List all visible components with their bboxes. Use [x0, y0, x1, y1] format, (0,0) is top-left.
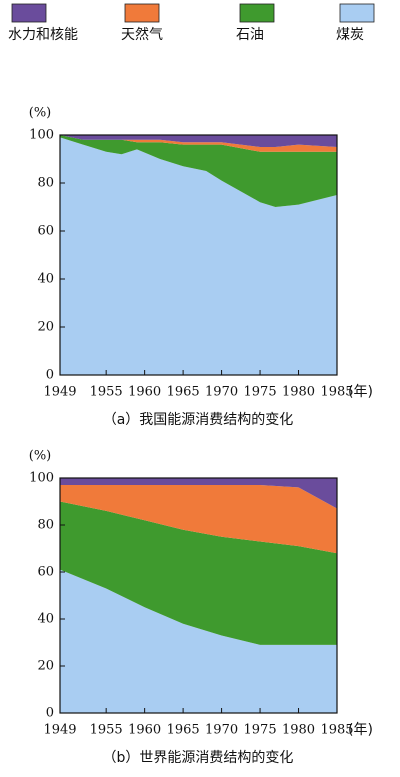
x-tick-label: 1960	[128, 723, 161, 738]
y-tick-label: 60	[37, 565, 54, 580]
area	[60, 135, 337, 152]
y-axis-label: (%)	[29, 449, 52, 464]
x-tick-label: 1949	[43, 723, 76, 738]
y-tick-label: 80	[37, 176, 54, 191]
x-tick-label: 1985	[320, 385, 353, 400]
y-tick-label: 40	[37, 272, 54, 287]
legend-label: 石油	[236, 27, 264, 43]
legend-swatch	[124, 3, 160, 23]
x-tick-label: 1975	[244, 385, 277, 400]
y-tick-label: 20	[37, 320, 54, 335]
y-tick-label: 60	[37, 224, 54, 239]
chart-title: （b）世界能源消费结构的变化	[103, 750, 294, 766]
x-tick-label: 1949	[43, 385, 76, 400]
x-tick-label: 1955	[90, 723, 123, 738]
legend-swatch	[239, 3, 275, 23]
y-tick-label: 100	[29, 128, 54, 143]
x-tick-label: 1965	[167, 385, 200, 400]
y-tick-label: 0	[46, 706, 54, 721]
area	[60, 135, 337, 147]
area	[60, 485, 337, 554]
area	[60, 569, 337, 713]
area	[60, 135, 337, 207]
legend-swatch	[11, 3, 47, 23]
x-tick-label: 1970	[205, 723, 238, 738]
legend-label: 水力和核能	[8, 27, 78, 43]
legend-label: 天然气	[121, 26, 163, 43]
y-tick-label: 100	[29, 471, 54, 486]
x-tick-label: 1980	[282, 385, 315, 400]
legend-swatch	[339, 3, 375, 23]
y-tick-label: 40	[37, 612, 54, 627]
plot-frame	[59, 477, 338, 714]
x-tick-label: 1960	[128, 385, 161, 400]
area	[60, 501, 337, 645]
area	[60, 137, 337, 375]
x-tick-label: 1965	[167, 723, 200, 738]
x-axis-label: (年)	[348, 722, 373, 738]
y-tick-label: 20	[37, 659, 54, 674]
y-axis-label: (%)	[29, 106, 52, 121]
area	[60, 478, 337, 509]
x-tick-label: 1985	[320, 723, 353, 738]
plot-frame	[59, 134, 338, 376]
legend-label: 煤炭	[336, 27, 364, 43]
x-tick-label: 1975	[244, 723, 277, 738]
x-tick-label: 1980	[282, 723, 315, 738]
y-tick-label: 80	[37, 518, 54, 533]
x-tick-label: 1955	[90, 385, 123, 400]
x-axis-label: (年)	[348, 384, 373, 400]
y-tick-label: 0	[46, 368, 54, 383]
x-tick-label: 1970	[205, 385, 238, 400]
chart-title: （a）我国能源消费结构的变化	[103, 412, 294, 428]
